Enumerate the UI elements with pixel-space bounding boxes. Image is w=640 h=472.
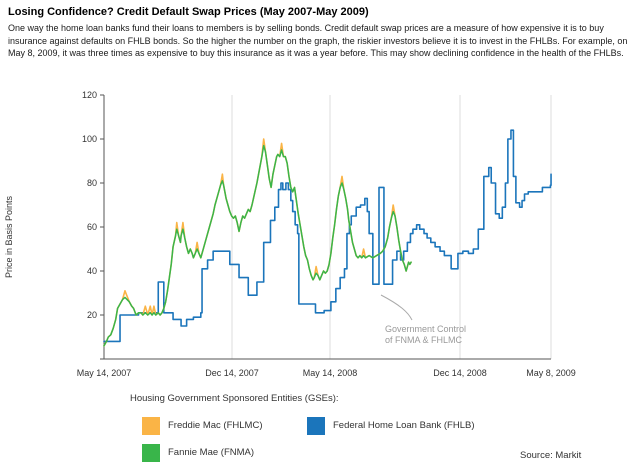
svg-text:May 8, 2009: May 8, 2009 bbox=[526, 368, 576, 378]
svg-text:80: 80 bbox=[87, 178, 97, 188]
svg-text:40: 40 bbox=[87, 266, 97, 276]
svg-text:100: 100 bbox=[82, 134, 97, 144]
svg-text:Price in Basis Points: Price in Basis Points bbox=[4, 195, 14, 278]
svg-text:Government Control: Government Control bbox=[385, 324, 466, 334]
svg-text:of FNMA & FHLMC: of FNMA & FHLMC bbox=[385, 335, 463, 345]
svg-text:May 14, 2007: May 14, 2007 bbox=[77, 368, 132, 378]
svg-text:Dec 14, 2008: Dec 14, 2008 bbox=[433, 368, 487, 378]
svg-text:20: 20 bbox=[87, 310, 97, 320]
svg-text:60: 60 bbox=[87, 222, 97, 232]
svg-text:May 14, 2008: May 14, 2008 bbox=[303, 368, 358, 378]
svg-text:Dec 14, 2007: Dec 14, 2007 bbox=[205, 368, 259, 378]
svg-text:120: 120 bbox=[82, 90, 97, 100]
